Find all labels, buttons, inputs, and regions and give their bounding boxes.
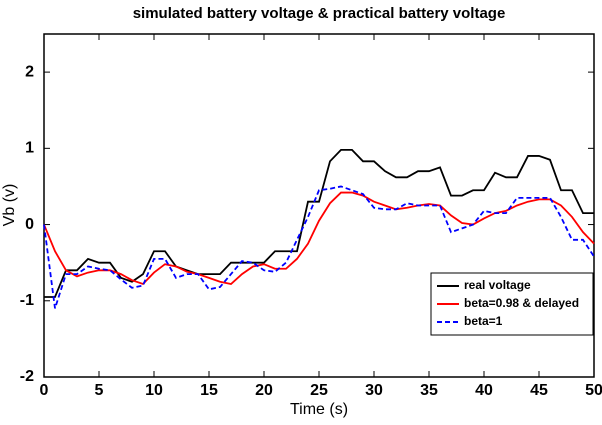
series-line [43,191,595,286]
legend-label: beta=1 [464,314,503,328]
series-line [44,148,594,298]
x-tick-label: 50 [585,382,602,399]
x-tick-label: 20 [255,382,273,399]
x-axis-label: Time (s) [290,401,348,418]
y-tick-label: 2 [25,63,34,80]
y-tick-label: -2 [20,368,34,385]
y-tick-label: 1 [25,140,34,157]
x-tick-label: 15 [200,382,218,399]
legend-label: beta=0.98 & delayed [464,296,579,310]
chart-title: simulated battery voltage & practical ba… [133,5,506,22]
x-tick-label: 35 [420,382,438,399]
y-tick-label: 0 [25,216,34,233]
legend: real voltage beta=0.98 & delayed beta=1 [430,272,594,336]
x-tick-label: 10 [145,382,163,399]
legend-label: real voltage [464,278,531,292]
x-tick-label: 40 [475,382,493,399]
x-tick-label: 5 [95,382,104,399]
y-tick-label: -1 [20,292,34,309]
x-tick-label: 0 [40,382,49,399]
x-tick-label: 30 [365,382,383,399]
x-tick-label: 45 [530,382,548,399]
y-axis-label: Vb (v) [1,184,18,227]
series-line [43,185,595,309]
x-tick-label: 25 [310,382,328,399]
